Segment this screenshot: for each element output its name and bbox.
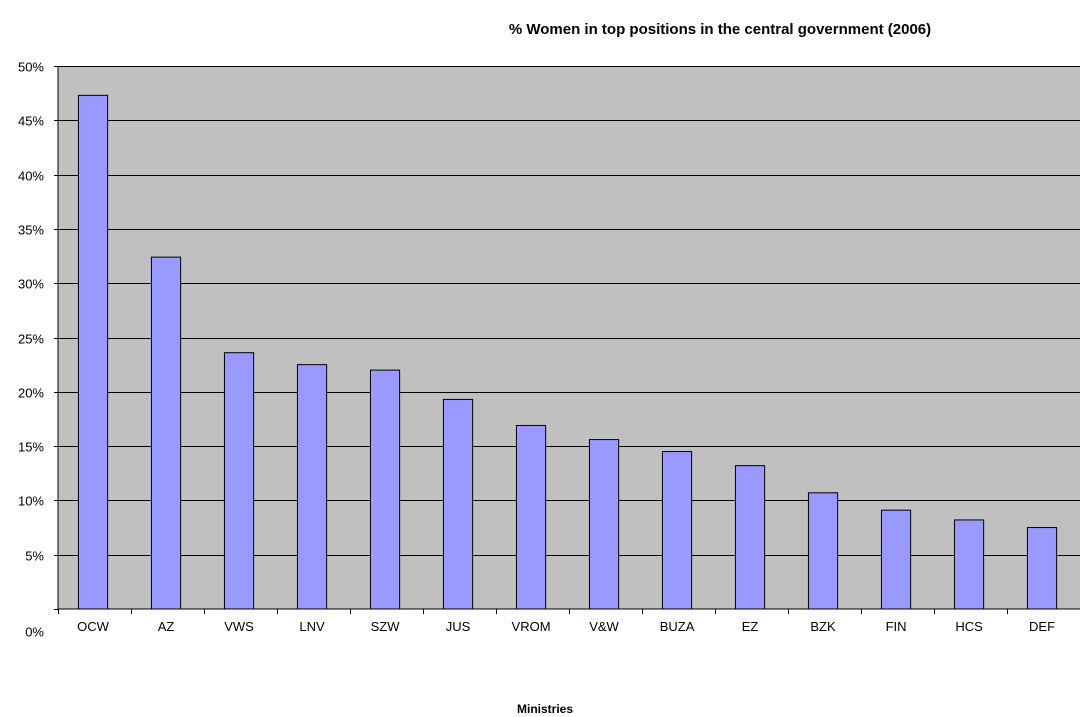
bar (1026, 527, 1058, 610)
x-tick-label: BZK (810, 619, 836, 634)
x-tick-label: FIN (886, 619, 907, 634)
bar (588, 439, 620, 610)
bar (223, 352, 255, 610)
bar (661, 451, 693, 610)
x-tick-label: V&W (589, 619, 619, 634)
x-tick-label: VROM (512, 619, 551, 634)
x-axis-title: Ministries (517, 702, 573, 716)
bar (150, 256, 182, 610)
bar (734, 465, 766, 610)
x-axis-ticks: OCW AZ VWS LNV SZW JUS VROM V&W BUZA EZ BZK FIN HCS D… (58, 609, 1055, 634)
y-axis-ticks: 0% 5% 10% 15% 20% 25% 30% 35% 40% 45% 50% (18, 60, 58, 640)
bar (515, 424, 547, 610)
y-tick-label: 0% (25, 625, 44, 640)
y-tick-label: 20% (18, 386, 44, 401)
y-tick-label: 35% (18, 223, 44, 238)
x-tick-label: HCS (955, 619, 983, 634)
y-tick-label: 15% (18, 440, 44, 455)
y-tick-label: 25% (18, 332, 44, 347)
x-tick-label: OCW (77, 619, 110, 634)
y-tick-label: 50% (18, 60, 44, 75)
y-tick-label: 45% (18, 114, 44, 129)
x-tick-label: EZ (742, 619, 759, 634)
x-tick-label: SZW (371, 619, 401, 634)
bar (807, 492, 839, 610)
plot-area (58, 66, 1080, 609)
chart-title: % Women in top positions in the central … (509, 21, 931, 38)
x-tick-label: LNV (299, 619, 325, 634)
bar (369, 369, 401, 610)
bar (442, 398, 474, 610)
x-tick-label: VWS (224, 619, 254, 634)
y-tick-label: 40% (18, 169, 44, 184)
y-tick-label: 30% (18, 277, 44, 292)
bar (296, 364, 328, 610)
y-tick-label: 10% (18, 494, 44, 509)
bar (880, 509, 912, 610)
bar (77, 94, 109, 610)
y-tick-label: 5% (25, 549, 44, 564)
x-tick-label: BUZA (660, 619, 695, 634)
x-tick-label: AZ (158, 619, 175, 634)
bar (953, 519, 985, 610)
x-tick-label: DEF (1029, 619, 1055, 634)
x-tick-label: JUS (446, 619, 471, 634)
